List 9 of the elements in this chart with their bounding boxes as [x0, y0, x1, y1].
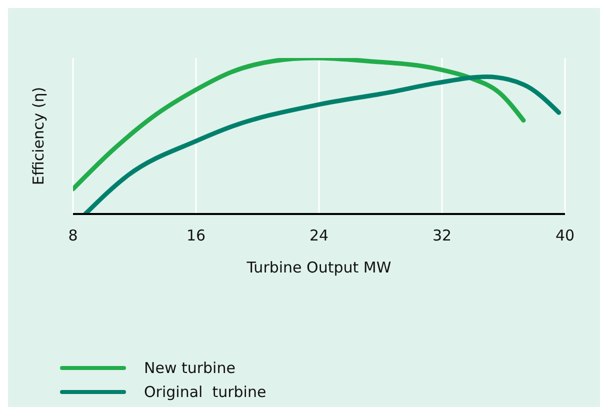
legend-label: New turbine	[144, 359, 236, 377]
y-axis-title: Efficiency (η)	[29, 86, 48, 186]
legend-label: Original turbine	[144, 383, 266, 401]
x-tick-label: 8	[68, 226, 78, 245]
x-tick-label: 32	[432, 226, 452, 245]
x-axis-title: Turbine Output MW	[246, 258, 392, 277]
x-tick-label: 24	[309, 226, 329, 245]
x-tick-label: 40	[555, 226, 575, 245]
x-tick-label: 16	[186, 226, 206, 245]
